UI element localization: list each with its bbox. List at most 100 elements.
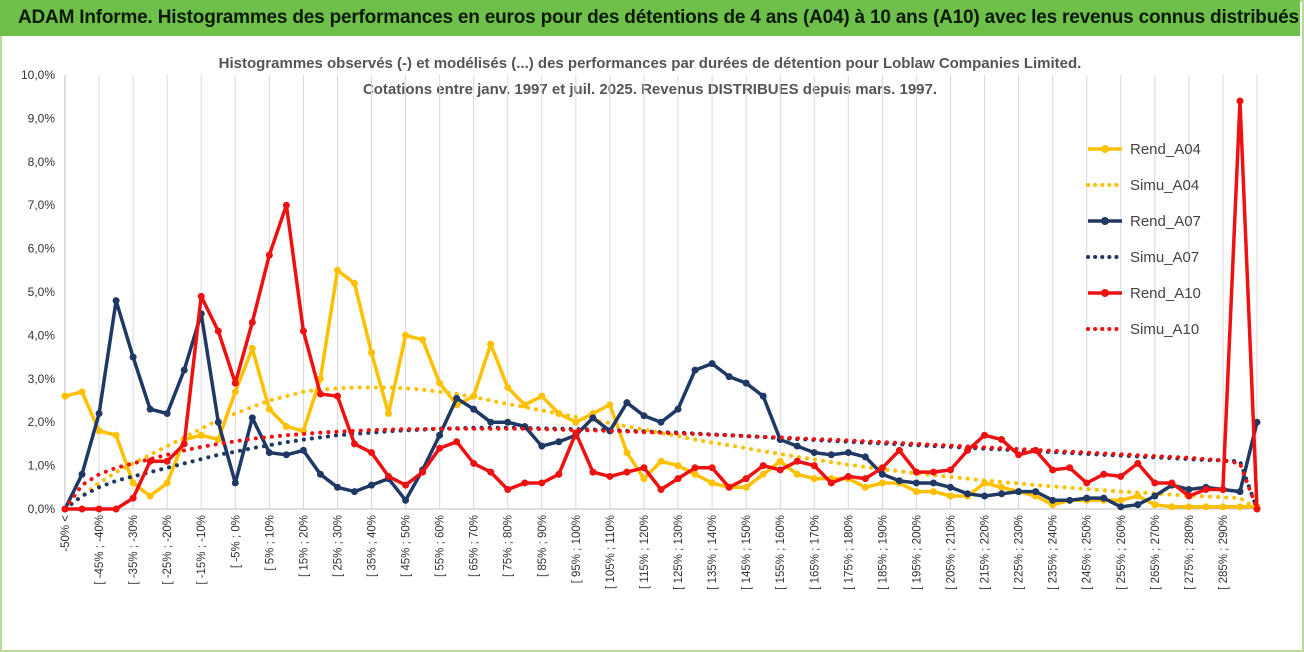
data-point-rend-a04 [333,266,341,274]
legend-label-rend-a10: Rend_A10 [1130,285,1201,302]
legend-label-simu-a07: Simu_A07 [1130,249,1199,266]
data-point-rend-a07 [1015,488,1023,496]
data-point-rend-a04 [282,423,290,431]
data-point-rend-a10 [1236,97,1244,105]
data-point-rend-a10 [316,390,324,398]
data-point-rend-a04 [265,405,273,413]
data-point-rend-a04 [776,457,784,465]
data-point-rend-a07 [929,479,937,487]
data-point-rend-a10 [827,479,835,487]
data-point-rend-a10 [674,475,682,483]
data-point-rend-a04 [538,392,546,400]
data-point-rend-a04 [248,344,256,352]
data-point-rend-a10 [1168,479,1176,487]
data-point-rend-a07 [998,490,1006,498]
data-point-rend-a07 [657,418,665,426]
data-point-rend-a04 [231,388,239,396]
data-point-rend-a07 [163,410,171,418]
data-point-rend-a07 [436,431,444,439]
data-point-rend-a07 [844,449,852,457]
data-point-rend-a07 [589,414,597,422]
data-point-rend-a04 [78,388,86,396]
y-tick-label: 5,0% [28,285,56,299]
data-point-rend-a07 [265,449,273,457]
data-point-rend-a10 [1015,451,1023,459]
data-point-rend-a10 [572,429,580,437]
data-point-rend-a10 [112,505,120,513]
data-point-rend-a07 [453,394,461,402]
data-point-rend-a10 [1100,470,1108,478]
data-point-rend-a10 [691,464,699,472]
x-tick-label: -50% < [60,515,72,552]
x-tick-label: [ -25% ; -20% [162,515,174,585]
data-point-rend-a04 [95,427,103,435]
data-point-rend-a10 [1151,479,1159,487]
data-point-rend-a04 [759,470,767,478]
x-tick-label: [ 195% ; 200% [911,515,923,590]
data-point-rend-a10 [1066,464,1074,472]
x-tick-label: [ 105% ; 110% [605,515,617,589]
x-tick-label: [ -15% ; -10% [196,515,208,585]
x-tick-label: [ 145% ; 150% [741,515,753,590]
data-point-rend-a10 [504,485,512,493]
legend-label-simu-a04: Simu_A04 [1130,177,1199,194]
data-point-rend-a04 [368,349,376,357]
data-point-rend-a04 [112,431,120,439]
data-point-rend-a04 [436,379,444,387]
series-line-simu-a04 [63,385,1259,511]
y-tick-label: 10,0% [21,68,55,82]
y-tick-label: 4,0% [28,328,56,342]
data-point-rend-a07 [129,353,137,361]
data-point-rend-a07 [878,470,886,478]
x-tick-label: [ 285% ; 290% [1218,515,1230,590]
data-point-rend-a07 [1185,485,1193,493]
data-point-rend-a04 [419,336,427,344]
data-point-rend-a07 [1032,488,1040,496]
data-point-rend-a07 [691,366,699,374]
data-point-rend-a04 [657,457,665,465]
x-tick-label: [ 215% ; 220% [980,515,992,590]
data-point-rend-a07 [538,442,546,450]
data-point-rend-a04 [640,475,648,483]
data-point-rend-a04 [129,479,137,487]
data-point-rend-a07 [368,481,376,489]
data-point-rend-a10 [419,468,427,476]
data-point-rend-a07 [333,483,341,491]
data-point-rend-a10 [964,446,972,454]
data-point-rend-a10 [95,505,103,513]
data-point-rend-a04 [163,479,171,487]
x-tick-label: [ -5% ; 0% [230,515,242,568]
data-point-rend-a10 [1253,505,1261,513]
x-tick-label: [ 165% ; 170% [809,515,821,590]
data-point-rend-a10 [589,468,597,476]
data-point-rend-a10 [521,479,529,487]
data-point-rend-a04 [61,392,69,400]
legend: Rend_A04 Simu_A04 Rend_A07 Simu_A07 Rend_A10… [1086,141,1201,338]
data-point-rend-a10 [248,318,256,326]
data-point-rend-a10 [946,466,954,474]
data-point-rend-a10 [640,464,648,472]
data-point-rend-a04 [998,483,1006,491]
data-point-rend-a10 [623,468,631,476]
legend-label-rend-a04: Rend_A04 [1130,141,1201,158]
data-point-rend-a07 [487,418,495,426]
y-tick-labels: 0,0% 1,0% 2,0% 3,0% 4,0% 5,0% 6,0% 7,0% 8,0% 9,0%… [21,68,55,516]
data-point-rend-a10 [487,468,495,476]
data-point-rend-a10 [878,464,886,472]
data-point-rend-a10 [299,327,307,335]
data-point-rend-a10 [436,444,444,452]
data-point-rend-a10 [78,505,86,513]
data-point-rend-a04 [912,488,920,496]
x-tick-label: [ 135% ; 140% [707,515,719,590]
x-tick-label: [ 175% ; 180% [843,515,855,590]
data-point-rend-a04 [1219,503,1227,511]
data-point-rend-a07 [708,360,716,368]
x-tick-label: [ 115% ; 120% [639,515,651,589]
data-point-rend-a07 [1083,494,1091,502]
data-point-rend-a04 [316,375,324,383]
data-point-rend-a10 [265,251,273,259]
plot-series [61,97,1261,513]
data-point-rend-a07 [640,412,648,420]
x-tick-label: [ 265% ; 270% [1150,515,1162,590]
y-tick-label: 2,0% [28,415,56,429]
